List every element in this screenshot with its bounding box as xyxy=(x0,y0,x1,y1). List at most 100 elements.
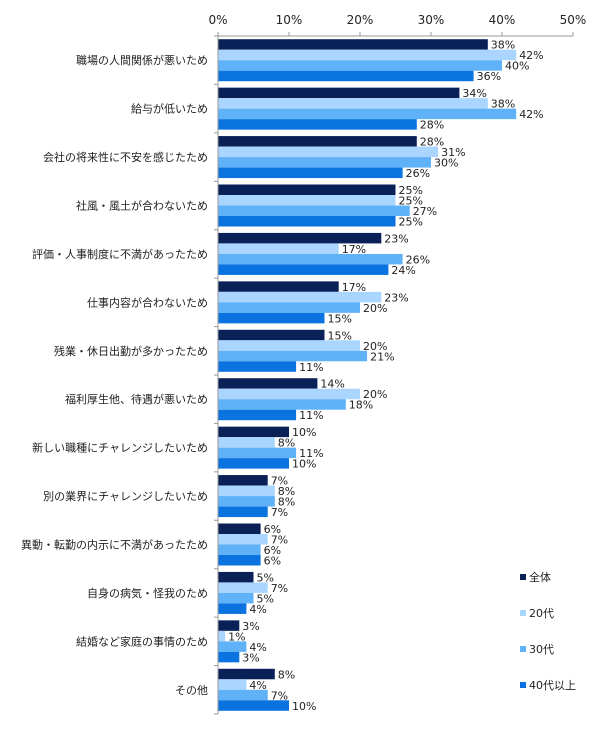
bar xyxy=(218,641,247,652)
data-label: 36% xyxy=(477,70,501,83)
category-label: 異動・転勤の内示に不満があったため xyxy=(21,538,208,552)
bar xyxy=(218,361,297,372)
bar xyxy=(218,592,254,604)
data-label: 11% xyxy=(299,361,323,374)
data-label: 17% xyxy=(342,281,366,294)
data-label: 23% xyxy=(384,291,408,304)
data-label: 11% xyxy=(299,447,323,460)
category-label: 福利厚生他、待遇が悪いため xyxy=(65,392,208,406)
bar xyxy=(218,281,339,292)
data-label: 20% xyxy=(363,302,387,315)
bar xyxy=(218,378,318,389)
data-label: 31% xyxy=(441,146,465,159)
bar xyxy=(218,184,396,195)
category-label: 別の業界にチャレンジしたいため xyxy=(43,490,208,503)
category-label: 結婚など家庭の事情のため xyxy=(76,634,208,648)
bar xyxy=(218,60,502,71)
data-label: 28% xyxy=(420,119,444,132)
bar xyxy=(218,437,275,448)
data-label: 5% xyxy=(257,571,274,584)
bar xyxy=(218,253,403,265)
bar xyxy=(218,700,289,711)
legend-swatch xyxy=(520,682,526,688)
bar xyxy=(218,555,261,566)
data-label: 11% xyxy=(299,409,323,422)
data-label: 15% xyxy=(328,312,352,325)
bar xyxy=(218,157,431,168)
data-label: 7% xyxy=(271,506,288,519)
data-label: 3% xyxy=(242,620,259,633)
legend-swatch xyxy=(520,610,526,616)
data-label: 40% xyxy=(505,60,529,73)
x-tick-label: 30% xyxy=(418,13,445,27)
data-label: 4% xyxy=(249,679,266,692)
data-label: 7% xyxy=(271,534,288,547)
bar xyxy=(218,340,360,351)
data-label: 5% xyxy=(257,592,274,605)
bar xyxy=(218,496,275,507)
data-label: 10% xyxy=(292,458,316,471)
bar xyxy=(218,534,268,545)
category-label: 残業・休日出勤が多かったため xyxy=(54,344,208,358)
data-label: 30% xyxy=(434,157,458,170)
data-label: 10% xyxy=(292,700,316,713)
data-label: 28% xyxy=(420,136,444,149)
data-label: 1% xyxy=(228,630,245,643)
bar xyxy=(218,195,396,206)
bar xyxy=(218,70,474,82)
category-label: 会社の将来性に不安を感じたため xyxy=(43,150,208,164)
data-label: 7% xyxy=(271,689,288,702)
legend-swatch xyxy=(520,574,526,580)
bar xyxy=(218,679,247,690)
bar xyxy=(218,243,339,254)
data-label: 6% xyxy=(264,523,281,536)
data-label: 18% xyxy=(349,399,373,412)
data-label: 25% xyxy=(399,216,423,229)
bar xyxy=(218,388,360,400)
bar xyxy=(218,409,297,421)
bar xyxy=(218,49,517,61)
bar xyxy=(218,350,368,362)
data-label: 17% xyxy=(342,243,366,256)
data-label: 42% xyxy=(519,49,543,62)
data-label: 6% xyxy=(264,555,281,568)
data-label: 10% xyxy=(292,426,316,439)
x-tick-label: 20% xyxy=(347,13,374,27)
data-label: 3% xyxy=(242,651,259,664)
bar xyxy=(218,620,240,631)
legend-swatch xyxy=(520,646,526,652)
data-label: 7% xyxy=(271,475,288,488)
data-label: 26% xyxy=(406,167,430,180)
bar xyxy=(218,136,417,147)
data-label: 4% xyxy=(249,641,266,654)
data-label: 24% xyxy=(391,264,415,277)
data-label: 42% xyxy=(519,108,543,121)
data-label: 15% xyxy=(328,329,352,342)
bar xyxy=(218,167,403,179)
bar xyxy=(218,630,226,642)
bar xyxy=(218,399,346,410)
category-label: 自身の病気・怪我のため xyxy=(87,586,208,600)
category-label: その他 xyxy=(175,684,208,697)
bar xyxy=(218,232,382,244)
x-tick-label: 50% xyxy=(560,13,587,27)
data-label: 14% xyxy=(320,378,344,391)
bar xyxy=(218,291,382,303)
data-label: 26% xyxy=(406,253,430,266)
bar xyxy=(218,651,240,663)
bar xyxy=(218,544,261,555)
data-label: 8% xyxy=(278,437,295,450)
data-label: 8% xyxy=(278,485,295,498)
legend-label: 20代 xyxy=(529,607,554,620)
bar xyxy=(218,264,389,275)
data-label: 38% xyxy=(491,39,515,52)
category-label: 職場の人間関係が悪いため xyxy=(76,53,208,67)
bar xyxy=(218,205,410,216)
category-label: 給与が低いため xyxy=(131,102,208,116)
category-label: 社風・風土が合わないため xyxy=(76,199,208,213)
x-tick-label: 40% xyxy=(489,13,516,27)
data-label: 27% xyxy=(413,205,437,218)
data-label: 4% xyxy=(249,603,266,616)
data-label: 25% xyxy=(399,195,423,208)
